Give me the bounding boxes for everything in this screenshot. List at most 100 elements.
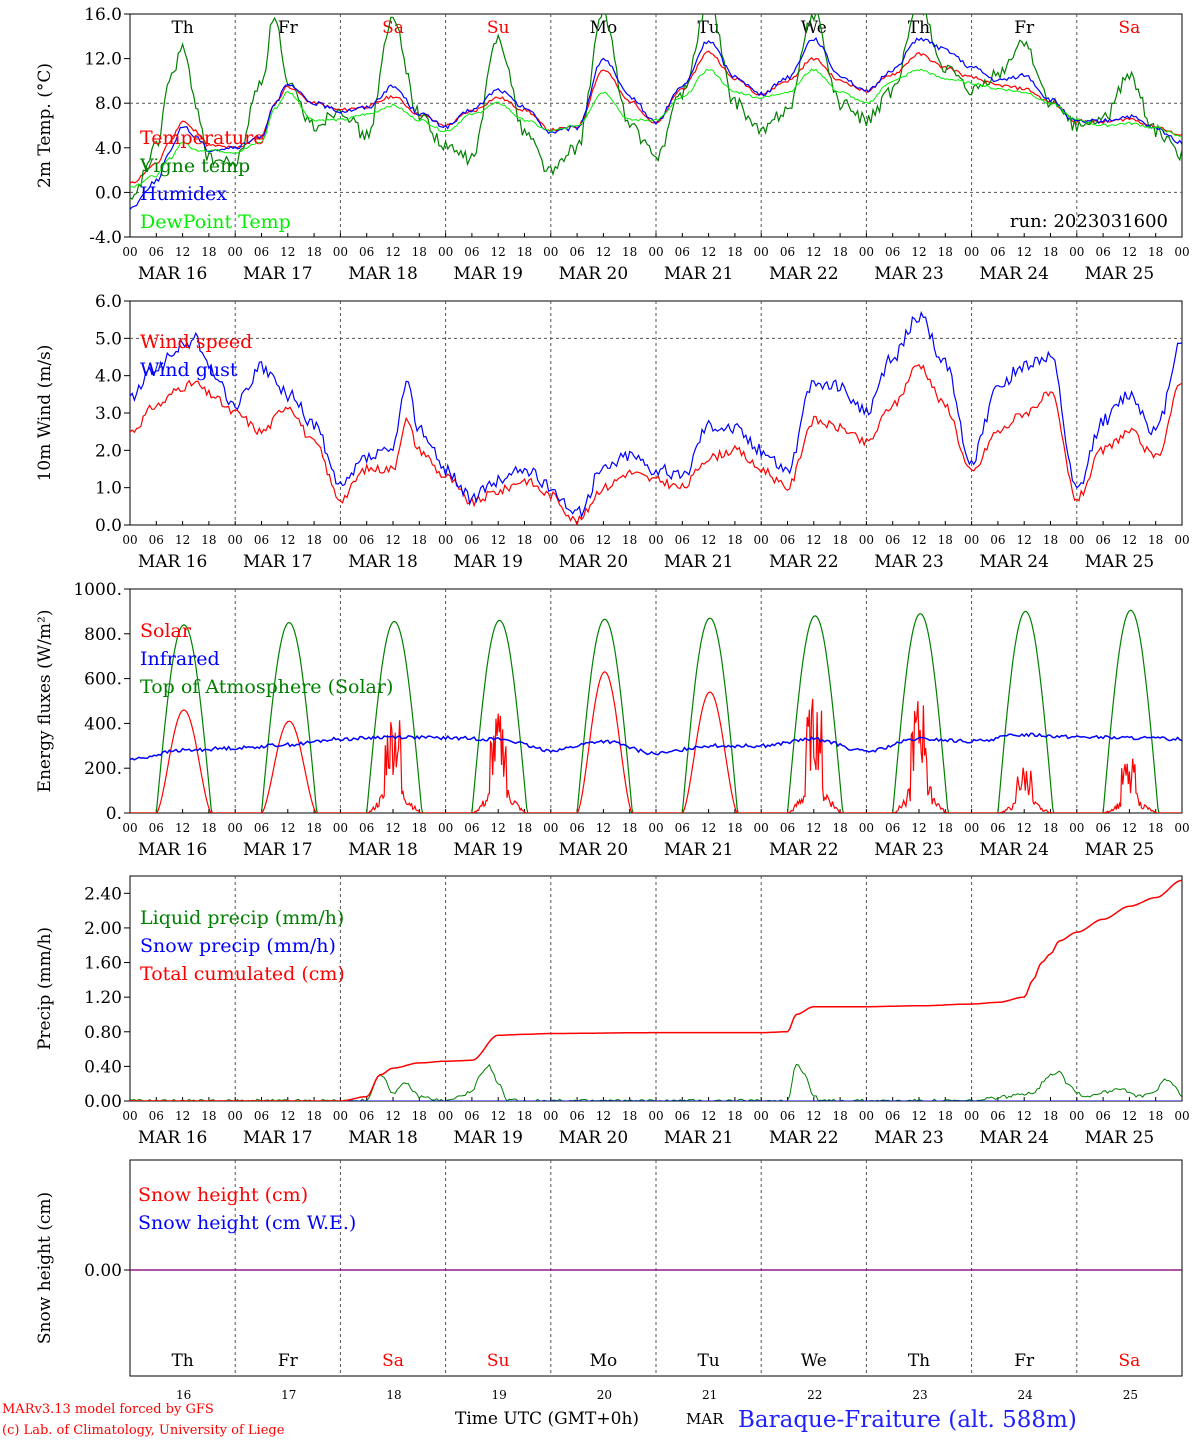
hour-tick-label: 18 xyxy=(1148,533,1163,547)
hour-tick-label: 18 xyxy=(622,245,637,259)
date-label: MAR 21 xyxy=(664,264,734,284)
day-number-label: 23 xyxy=(912,1388,927,1402)
hour-tick-label: 00 xyxy=(1069,245,1084,259)
y-tick-label: 0.40 xyxy=(84,1057,122,1077)
hour-tick-label: 06 xyxy=(464,245,479,259)
panel-5: 0.00 Snow height (cm) Th 16 Fr 17 Sa 18 Su 19 Mo 20… xyxy=(35,1159,1183,1402)
hour-tick-label: 00 xyxy=(754,245,769,259)
day-name-label: Fr xyxy=(278,18,299,38)
y-tick-label: 6.0 xyxy=(95,292,122,312)
day-name-label: We xyxy=(801,1351,827,1371)
hour-tick-label: 12 xyxy=(280,245,295,259)
hour-tick-label: 00 xyxy=(333,821,348,835)
hour-tick-label: 12 xyxy=(911,245,926,259)
hour-tick-label: 18 xyxy=(622,821,637,835)
hour-tick-label: 12 xyxy=(911,821,926,835)
date-label: MAR 21 xyxy=(664,552,734,572)
day-number-label: 24 xyxy=(1018,1388,1034,1402)
legend-entry: Snow height (cm W.E.) xyxy=(138,1212,356,1234)
legend-entry: Wind speed xyxy=(140,331,252,353)
date-label: MAR 21 xyxy=(664,840,734,860)
day-name-label: Fr xyxy=(1014,18,1035,38)
hour-tick-label: 18 xyxy=(1148,245,1163,259)
y-tick-label: 4.0 xyxy=(95,139,122,159)
day-name-label: Fr xyxy=(278,1351,299,1371)
hour-tick-label: 06 xyxy=(885,1109,900,1123)
hour-tick-label: 12 xyxy=(491,821,506,835)
y-tick-label: 1.60 xyxy=(84,954,122,974)
hour-tick-label: 06 xyxy=(149,245,164,259)
hour-tick-label: 18 xyxy=(1043,1109,1058,1123)
y-tick-label: 16.0 xyxy=(84,5,122,25)
hour-tick-label: 18 xyxy=(412,1109,427,1123)
day-name-label: Su xyxy=(487,1351,510,1371)
hour-tick-label: 06 xyxy=(254,1109,269,1123)
hour-tick-label: 00 xyxy=(648,533,663,547)
panel-1: 16.0 12.0 8.0 4.0 0.0 -4.0 2m Temp. (°C) Th Fr Sa… xyxy=(35,5,1190,284)
y-tick-label: 3.0 xyxy=(95,404,122,424)
hour-tick-label: 12 xyxy=(280,533,295,547)
hour-tick-label: 12 xyxy=(385,533,400,547)
date-label: MAR 25 xyxy=(1085,840,1155,860)
y-axis-label: Energy fluxes (W/m²) xyxy=(35,610,55,793)
hour-tick-label: 06 xyxy=(675,533,690,547)
station-title: Baraque-Fraiture (alt. 588m) xyxy=(738,1407,1077,1433)
footer: MARv3.13 model forced by GFS (c) Lab. of… xyxy=(2,1402,1077,1438)
hour-tick-label: 12 xyxy=(385,821,400,835)
day-name-label: Sa xyxy=(382,1351,404,1371)
hour-tick-label: 00 xyxy=(122,533,137,547)
date-label: MAR 25 xyxy=(1085,264,1155,284)
hour-tick-label: 06 xyxy=(1095,821,1110,835)
hour-tick-label: 12 xyxy=(1122,821,1137,835)
hour-tick-label: 18 xyxy=(1043,821,1058,835)
hour-tick-label: 00 xyxy=(1174,245,1189,259)
panel-3: 1000. 800. 600. 400. 200. 0. Energy fluxes (W/… xyxy=(35,580,1190,860)
date-label: MAR 18 xyxy=(348,264,418,284)
hour-tick-label: 00 xyxy=(333,245,348,259)
day-name-label: Su xyxy=(487,18,510,38)
hour-tick-label: 12 xyxy=(596,533,611,547)
hour-tick-label: 06 xyxy=(149,821,164,835)
y-tick-label: 4.0 xyxy=(95,367,122,387)
hour-tick-label: 18 xyxy=(1043,533,1058,547)
hour-tick-label: 06 xyxy=(780,245,795,259)
date-label: MAR 23 xyxy=(874,1128,944,1148)
hour-tick-label: 18 xyxy=(832,1109,847,1123)
day-name-label: Sa xyxy=(382,18,404,38)
hour-tick-label: 18 xyxy=(201,1109,216,1123)
y-tick-label: 0. xyxy=(106,804,122,824)
hour-tick-label: 00 xyxy=(1069,533,1084,547)
legend-entry: Top of Atmosphere (Solar) xyxy=(140,676,393,698)
day-name-label: Sa xyxy=(1119,18,1141,38)
hour-tick-label: 00 xyxy=(438,533,453,547)
hour-tick-label: 00 xyxy=(1174,533,1189,547)
copyright: (c) Lab. of Climatology, University of L… xyxy=(2,1423,285,1438)
hour-tick-label: 12 xyxy=(806,533,821,547)
series-group xyxy=(130,609,1182,813)
hour-tick-label: 06 xyxy=(464,533,479,547)
date-label: MAR 17 xyxy=(243,264,313,284)
date-label: MAR 22 xyxy=(769,840,839,860)
hour-tick-label: 18 xyxy=(1148,1109,1163,1123)
hour-tick-label: 18 xyxy=(727,821,742,835)
y-axis-label: Snow height (cm) xyxy=(35,1192,55,1344)
hour-tick-label: 18 xyxy=(201,533,216,547)
day-number-label: 19 xyxy=(492,1388,507,1402)
hour-tick-label: 06 xyxy=(464,821,479,835)
series-line-wind-gust xyxy=(130,310,1182,519)
legend-entry: Liquid precip (mm/h) xyxy=(140,907,344,929)
hour-tick-label: 06 xyxy=(359,1109,374,1123)
hour-tick-label: 00 xyxy=(1069,821,1084,835)
day-number-label: 21 xyxy=(702,1388,717,1402)
hour-tick-label: 12 xyxy=(596,821,611,835)
hour-tick-label: 18 xyxy=(517,533,532,547)
legend-entry: Infrared xyxy=(140,648,220,670)
day-number-label: 25 xyxy=(1123,1388,1138,1402)
hour-tick-label: 18 xyxy=(306,245,321,259)
day-number-label: 16 xyxy=(176,1388,191,1402)
hour-tick-label: 00 xyxy=(228,821,243,835)
hour-tick-label: 00 xyxy=(859,245,874,259)
series-group xyxy=(130,879,1182,1101)
hour-tick-label: 18 xyxy=(306,821,321,835)
